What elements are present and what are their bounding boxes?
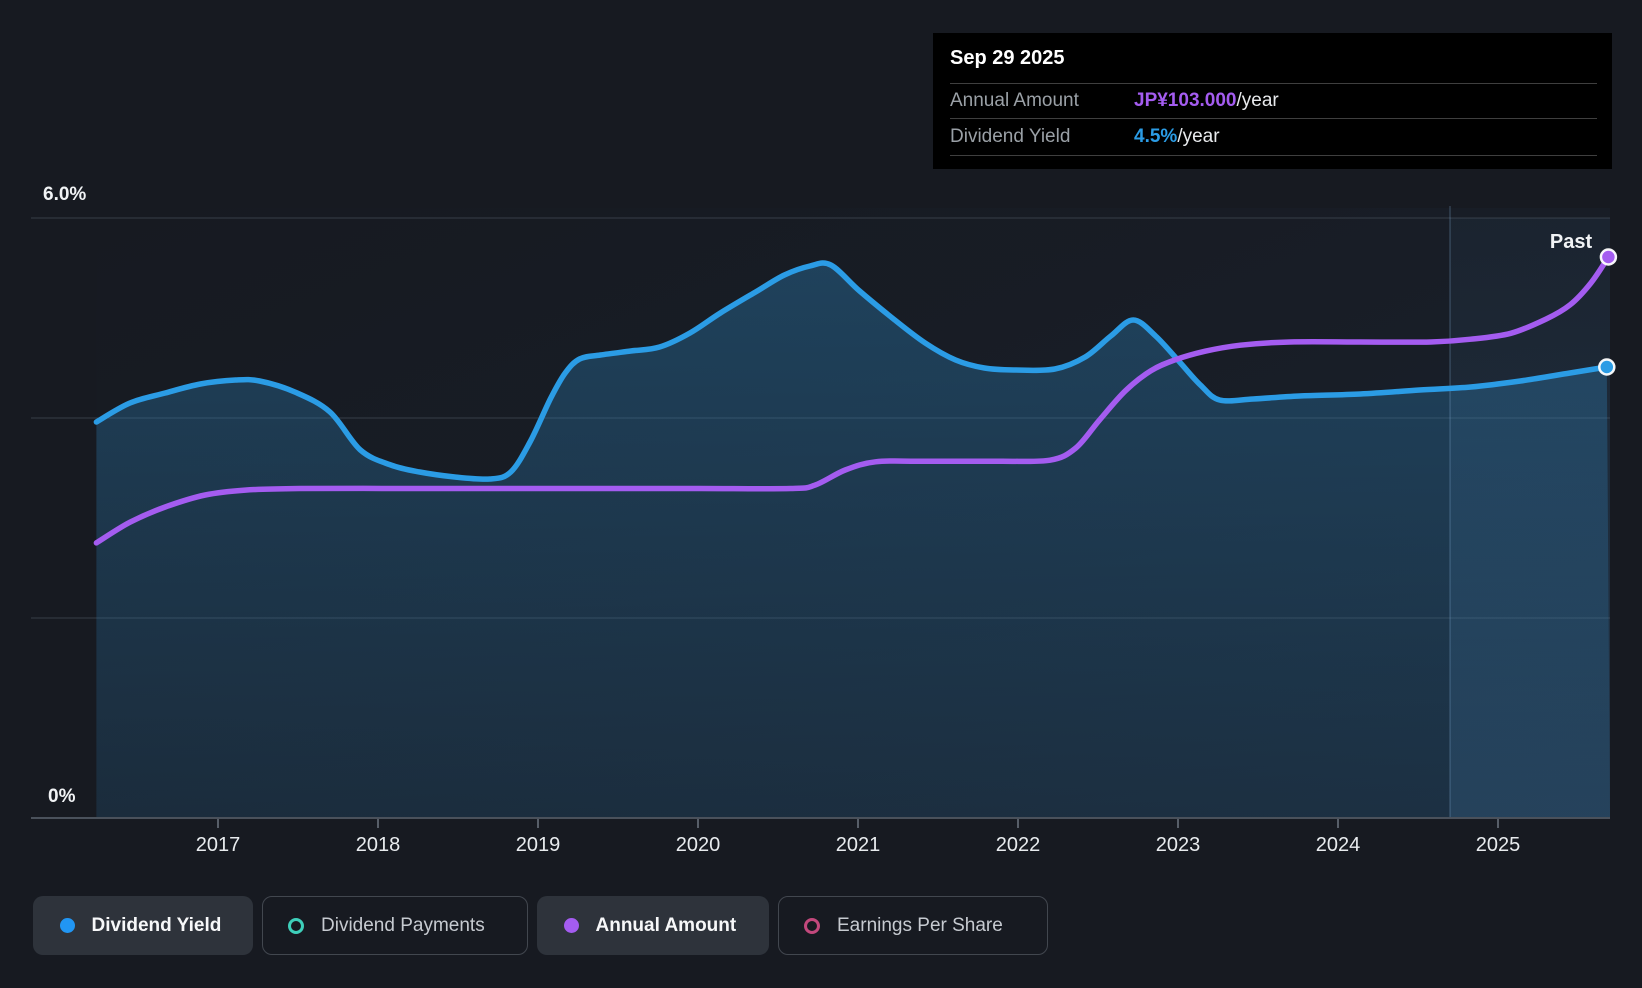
x-axis-label-2024: 2024 [1316, 834, 1361, 856]
tooltip-value-dividend-yield: 4.5% [1134, 126, 1178, 147]
x-axis-label-2020: 2020 [676, 834, 721, 856]
tooltip-suffix: /year [1236, 90, 1279, 111]
tooltip-row-annual-amount: Annual Amount JP¥103.000 /year [950, 83, 1597, 118]
x-axis-label-2025: 2025 [1476, 834, 1521, 856]
legend-label: Annual Amount [595, 914, 737, 936]
series-ring-icon [804, 917, 820, 934]
recent-period-band [1450, 218, 1610, 818]
tooltip-date: Sep 29 2025 [950, 46, 1065, 69]
legend-button-earnings-per-share[interactable]: Earnings Per Share [778, 896, 1048, 955]
series-ring-icon [288, 917, 304, 934]
legend-button-dividend-yield[interactable]: Dividend Yield [33, 896, 253, 955]
chart-legend: Dividend Yield Dividend Payments Annual Am… [33, 896, 1048, 955]
legend-button-dividend-payments[interactable]: Dividend Payments [262, 896, 528, 955]
legend-label: Dividend Payments [321, 914, 485, 936]
tooltip-value-annual-amount: JP¥103.000 [1134, 90, 1237, 111]
y-axis-label-zero: 0% [48, 786, 76, 807]
legend-label: Earnings Per Share [837, 914, 1003, 936]
x-axis-label-2023: 2023 [1156, 834, 1201, 856]
legend-label: Dividend Yield [91, 914, 222, 936]
annual-amount-endpoint-marker [1599, 248, 1618, 266]
tooltip-label: Annual Amount [950, 90, 1079, 111]
x-axis-label-2021: 2021 [836, 834, 881, 856]
legend-button-annual-amount[interactable]: Annual Amount [537, 896, 769, 955]
annual-amount-line [93, 254, 1612, 546]
series-dot-icon [563, 918, 579, 933]
x-axis-label-2019: 2019 [516, 834, 561, 856]
chart-tooltip: Sep 29 2025 Annual Amount JP¥103.000 /ye… [933, 33, 1612, 169]
dividend-yield-line [93, 260, 1610, 482]
dividend-yield-endpoint-marker [1598, 358, 1616, 376]
x-axis-label-2022: 2022 [996, 834, 1041, 856]
tooltip-suffix: /year [1177, 126, 1220, 147]
tooltip-label: Dividend Yield [950, 126, 1071, 147]
x-axis-label-2018: 2018 [356, 834, 401, 856]
past-region-label: Past [1550, 231, 1593, 253]
x-axis-label-2017: 2017 [196, 834, 241, 856]
y-axis-label-top: 6.0% [43, 184, 86, 205]
tooltip-row-dividend-yield: Dividend Yield 4.5% /year [950, 118, 1597, 156]
series-dot-icon [59, 918, 75, 933]
